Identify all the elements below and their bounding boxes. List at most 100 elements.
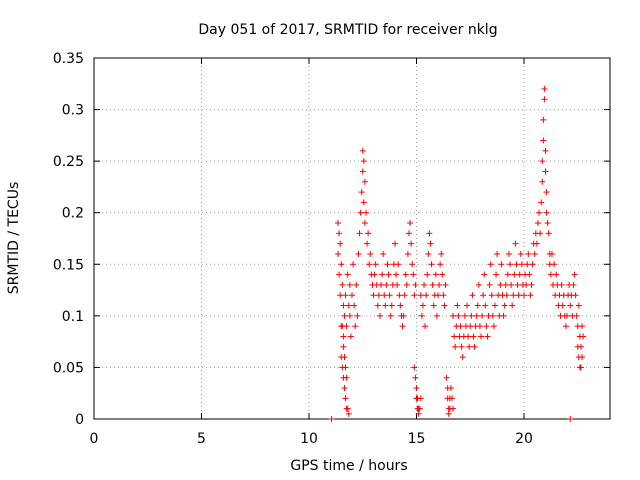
data-point <box>489 312 496 319</box>
data-point <box>516 271 523 278</box>
data-point <box>579 354 586 361</box>
data-point <box>419 302 426 309</box>
data-point <box>490 323 497 330</box>
data-point <box>380 250 387 257</box>
data-point <box>384 261 391 268</box>
data-point <box>528 281 535 288</box>
data-point <box>575 302 582 309</box>
data-point <box>442 281 449 288</box>
data-point <box>504 271 511 278</box>
data-point <box>423 292 430 299</box>
data-point <box>352 323 359 330</box>
data-point <box>465 333 472 340</box>
data-point <box>337 240 344 247</box>
data-point <box>473 312 480 319</box>
data-point <box>340 343 347 350</box>
x-axis-label: GPS time / hours <box>290 458 407 474</box>
data-point <box>328 416 335 422</box>
data-point <box>415 410 422 417</box>
data-point <box>395 261 402 268</box>
data-point <box>467 323 474 330</box>
data-point <box>417 395 424 402</box>
data-point <box>524 261 531 268</box>
data-point <box>347 333 354 340</box>
data-point <box>573 312 580 319</box>
data-point <box>412 374 419 381</box>
data-point <box>335 250 342 257</box>
data-point <box>382 302 389 309</box>
data-point <box>559 302 566 309</box>
data-point <box>402 271 409 278</box>
data-point <box>440 292 447 299</box>
data-point <box>378 281 385 288</box>
data-point <box>357 209 364 216</box>
data-point <box>547 271 554 278</box>
data-point <box>379 271 386 278</box>
y-tick-label: 0.35 <box>53 51 84 67</box>
data-point <box>574 343 581 350</box>
y-tick-label: 0.1 <box>62 309 84 325</box>
data-point <box>345 410 352 417</box>
data-point <box>509 302 516 309</box>
data-point <box>481 271 488 278</box>
data-point <box>545 230 552 237</box>
data-point <box>344 271 351 278</box>
data-point <box>471 343 478 350</box>
data-point <box>353 281 360 288</box>
data-point <box>432 271 439 278</box>
data-point <box>450 312 457 319</box>
data-point <box>567 302 574 309</box>
data-point <box>346 312 353 319</box>
data-point <box>526 271 533 278</box>
data-point <box>403 281 410 288</box>
data-point <box>370 292 377 299</box>
data-point <box>394 281 401 288</box>
data-point <box>351 302 358 309</box>
y-tick-label: 0.2 <box>62 206 84 222</box>
data-point <box>518 261 525 268</box>
data-point <box>425 250 432 257</box>
data-point <box>399 323 406 330</box>
data-point <box>567 416 574 422</box>
data-point <box>544 220 551 227</box>
data-point <box>340 302 347 309</box>
data-point <box>517 250 524 257</box>
data-point <box>416 405 423 412</box>
data-point <box>454 302 461 309</box>
data-point <box>346 281 353 288</box>
data-point <box>523 281 530 288</box>
data-point <box>361 220 368 227</box>
data-point <box>393 271 400 278</box>
plot-frame <box>93 57 611 420</box>
data-point <box>469 292 476 299</box>
data-point <box>451 333 458 340</box>
data-point <box>364 240 371 247</box>
data-point <box>538 199 545 206</box>
data-point <box>405 230 412 237</box>
y-tick-label: 0.3 <box>62 103 84 119</box>
data-point <box>342 292 349 299</box>
data-point <box>512 240 519 247</box>
data-point <box>359 168 366 175</box>
data-point <box>409 261 416 268</box>
data-point <box>339 323 346 330</box>
data-point <box>383 281 390 288</box>
data-point <box>513 261 520 268</box>
data-point <box>435 292 441 299</box>
data-point <box>386 292 393 299</box>
data-point <box>367 250 374 257</box>
data-point <box>539 158 546 165</box>
data-point <box>374 302 381 309</box>
data-point <box>539 178 546 185</box>
data-point <box>337 292 344 299</box>
data-point <box>540 137 547 144</box>
data-point <box>350 261 357 268</box>
data-point <box>529 261 536 268</box>
data-point <box>493 271 500 278</box>
data-point <box>475 281 482 288</box>
data-point <box>342 395 349 402</box>
data-point <box>497 281 504 288</box>
data-point <box>537 230 544 237</box>
y-tick-label: 0.05 <box>53 360 84 376</box>
